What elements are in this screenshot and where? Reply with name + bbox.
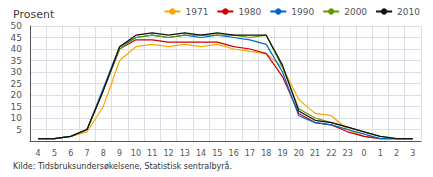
- svg-text:13: 13: [180, 149, 190, 158]
- svg-text:45: 45: [11, 33, 22, 43]
- svg-text:18: 18: [261, 149, 271, 158]
- svg-text:Kilde: Tidsbruksundersøkelsene: Kilde: Tidsbruksundersøkelsene, Statisti…: [13, 161, 232, 171]
- svg-text:6: 6: [68, 149, 73, 158]
- svg-text:21: 21: [310, 149, 320, 158]
- svg-text:15: 15: [212, 149, 222, 158]
- svg-text:1980: 1980: [238, 7, 261, 17]
- svg-text:22: 22: [326, 149, 336, 158]
- svg-text:50: 50: [11, 21, 23, 31]
- svg-text:12: 12: [163, 149, 173, 158]
- svg-text:14: 14: [196, 149, 206, 158]
- svg-text:17: 17: [245, 149, 255, 158]
- svg-text:Prosent: Prosent: [13, 8, 55, 21]
- svg-text:2000: 2000: [344, 7, 367, 17]
- svg-text:8: 8: [101, 149, 106, 158]
- svg-text:20: 20: [11, 90, 23, 100]
- svg-text:16: 16: [229, 149, 239, 158]
- svg-text:7: 7: [84, 149, 89, 158]
- svg-text:1: 1: [378, 149, 383, 158]
- svg-text:9: 9: [117, 149, 122, 158]
- svg-text:0: 0: [361, 149, 366, 158]
- svg-text:25: 25: [11, 79, 22, 89]
- svg-text:35: 35: [11, 56, 22, 66]
- svg-text:40: 40: [11, 44, 23, 54]
- svg-text:2010: 2010: [397, 7, 420, 17]
- svg-text:23: 23: [343, 149, 353, 158]
- svg-text:5: 5: [52, 149, 57, 158]
- svg-text:20: 20: [294, 149, 304, 158]
- svg-text:11: 11: [147, 149, 157, 158]
- svg-text:5: 5: [16, 125, 22, 135]
- svg-text:4: 4: [36, 149, 41, 158]
- svg-text:10: 10: [11, 113, 23, 123]
- svg-text:15: 15: [11, 102, 22, 112]
- svg-text:1971: 1971: [185, 7, 208, 17]
- svg-text:19: 19: [277, 149, 287, 158]
- svg-text:2: 2: [394, 149, 399, 158]
- svg-text:1990: 1990: [291, 7, 314, 17]
- svg-text:30: 30: [11, 67, 23, 77]
- svg-text:3: 3: [410, 149, 415, 158]
- svg-text:10: 10: [131, 149, 141, 158]
